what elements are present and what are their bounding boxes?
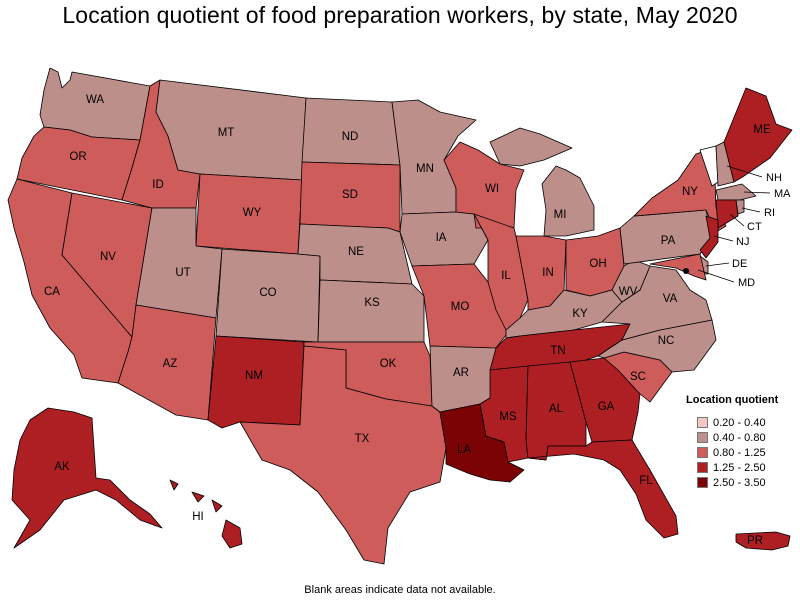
state-label-ms: MS	[499, 411, 517, 423]
state-label-sd: SD	[342, 189, 358, 201]
state-nm	[207, 335, 305, 429]
callout-line-md	[697, 269, 735, 283]
state-label-ri: RI	[764, 207, 775, 219]
state-label-nm: NM	[245, 370, 263, 382]
state-label-wv: WV	[619, 286, 638, 298]
state-me	[723, 87, 793, 183]
state-fl	[527, 439, 679, 539]
callout-line-ri	[741, 207, 761, 213]
legend-item: 0.80 - 1.25	[697, 445, 778, 460]
legend: Location quotient 0.20 - 0.40 0.40 - 0.80…	[686, 394, 778, 490]
legend-label: 0.40 - 0.80	[713, 431, 766, 444]
state-label-nj: NJ	[736, 236, 749, 248]
state-label-ia: IA	[436, 232, 447, 244]
legend-label: 1.25 - 2.50	[713, 461, 766, 474]
state-pr	[735, 531, 791, 551]
state-tx	[239, 345, 447, 565]
state-hi	[169, 479, 243, 549]
state-label-ak: AK	[54, 461, 70, 473]
state-label-ar: AR	[453, 367, 469, 379]
state-label-id: ID	[152, 179, 164, 191]
legend-swatch	[697, 477, 708, 488]
legend-label: 0.20 - 0.40	[713, 416, 766, 429]
state-ct	[715, 199, 739, 229]
legend-item: 0.20 - 0.40	[697, 415, 778, 430]
state-ak	[11, 407, 163, 549]
state-label-fl: FL	[639, 475, 653, 487]
state-label-va: VA	[663, 293, 678, 305]
state-label-wy: WY	[243, 207, 262, 219]
legend-swatch	[697, 432, 708, 443]
state-label-pa: PA	[661, 235, 676, 247]
state-az	[117, 304, 217, 421]
state-label-nc: NC	[658, 335, 675, 347]
state-label-mi: MI	[554, 209, 567, 221]
legend-swatch	[697, 417, 708, 428]
state-label-il: IL	[501, 270, 511, 282]
state-label-hi: HI	[192, 511, 204, 523]
state-label-ks: KS	[364, 297, 380, 309]
state-label-in: IN	[542, 267, 554, 279]
callout-line-ma	[743, 191, 771, 194]
state-label-ct: CT	[747, 221, 762, 233]
state-label-wa: WA	[86, 94, 104, 106]
state-label-nd: ND	[342, 131, 359, 143]
state-label-la: LA	[457, 444, 471, 456]
callout-line-de	[705, 262, 730, 267]
state-label-tx: TX	[355, 433, 370, 445]
state-mi	[489, 127, 595, 237]
callout-line-ct	[729, 213, 745, 227]
state-label-pr: PR	[747, 535, 763, 547]
map-title: Location quotient of food preparation wo…	[62, 2, 738, 28]
legend-label: 0.80 - 1.25	[713, 446, 766, 459]
state-label-ma: MA	[774, 188, 791, 200]
state-label-wi: WI	[485, 183, 499, 195]
callout-line-nj	[713, 235, 734, 242]
state-label-mt: MT	[218, 127, 235, 139]
footnote: Blank areas indicate data not available.	[304, 584, 496, 596]
legend-item: 1.25 - 2.50	[697, 460, 778, 475]
state-ks	[317, 279, 425, 343]
legend-item: 2.50 - 3.50	[697, 475, 778, 490]
state-label-ga: GA	[598, 401, 615, 413]
state-label-ok: OK	[380, 358, 397, 370]
state-label-ca: CA	[44, 286, 60, 298]
legend-item: 0.40 - 0.80	[697, 430, 778, 445]
state-wi	[443, 141, 525, 229]
state-label-nh: NH	[766, 172, 782, 184]
state-ma	[715, 183, 757, 201]
state-label-me: ME	[753, 124, 771, 136]
state-label-ut: UT	[175, 267, 190, 279]
state-label-nv: NV	[100, 251, 116, 263]
state-label-ne: NE	[348, 246, 364, 258]
state-label-de: DE	[732, 258, 747, 270]
state-nj	[699, 215, 719, 259]
legend-swatch	[697, 462, 708, 473]
state-label-or: OR	[69, 151, 86, 163]
legend-label: 2.50 - 3.50	[713, 476, 766, 489]
state-wv	[611, 259, 651, 303]
state-label-sc: SC	[630, 371, 646, 383]
dc-marker	[683, 268, 689, 274]
state-label-tn: TN	[550, 345, 565, 357]
state-md	[649, 253, 707, 281]
state-label-al: AL	[549, 403, 564, 415]
state-label-az: AZ	[163, 358, 178, 370]
state-label-ny: NY	[682, 186, 698, 198]
state-label-md: MD	[738, 277, 755, 289]
state-label-mn: MN	[416, 163, 434, 175]
legend-title: Location quotient	[686, 394, 779, 406]
legend-swatch	[697, 447, 708, 458]
state-label-ky: KY	[572, 308, 588, 320]
state-label-co: CO	[259, 287, 276, 299]
callout-line-nh	[726, 165, 763, 178]
state-label-oh: OH	[589, 258, 606, 270]
state-label-mo: MO	[451, 301, 470, 313]
